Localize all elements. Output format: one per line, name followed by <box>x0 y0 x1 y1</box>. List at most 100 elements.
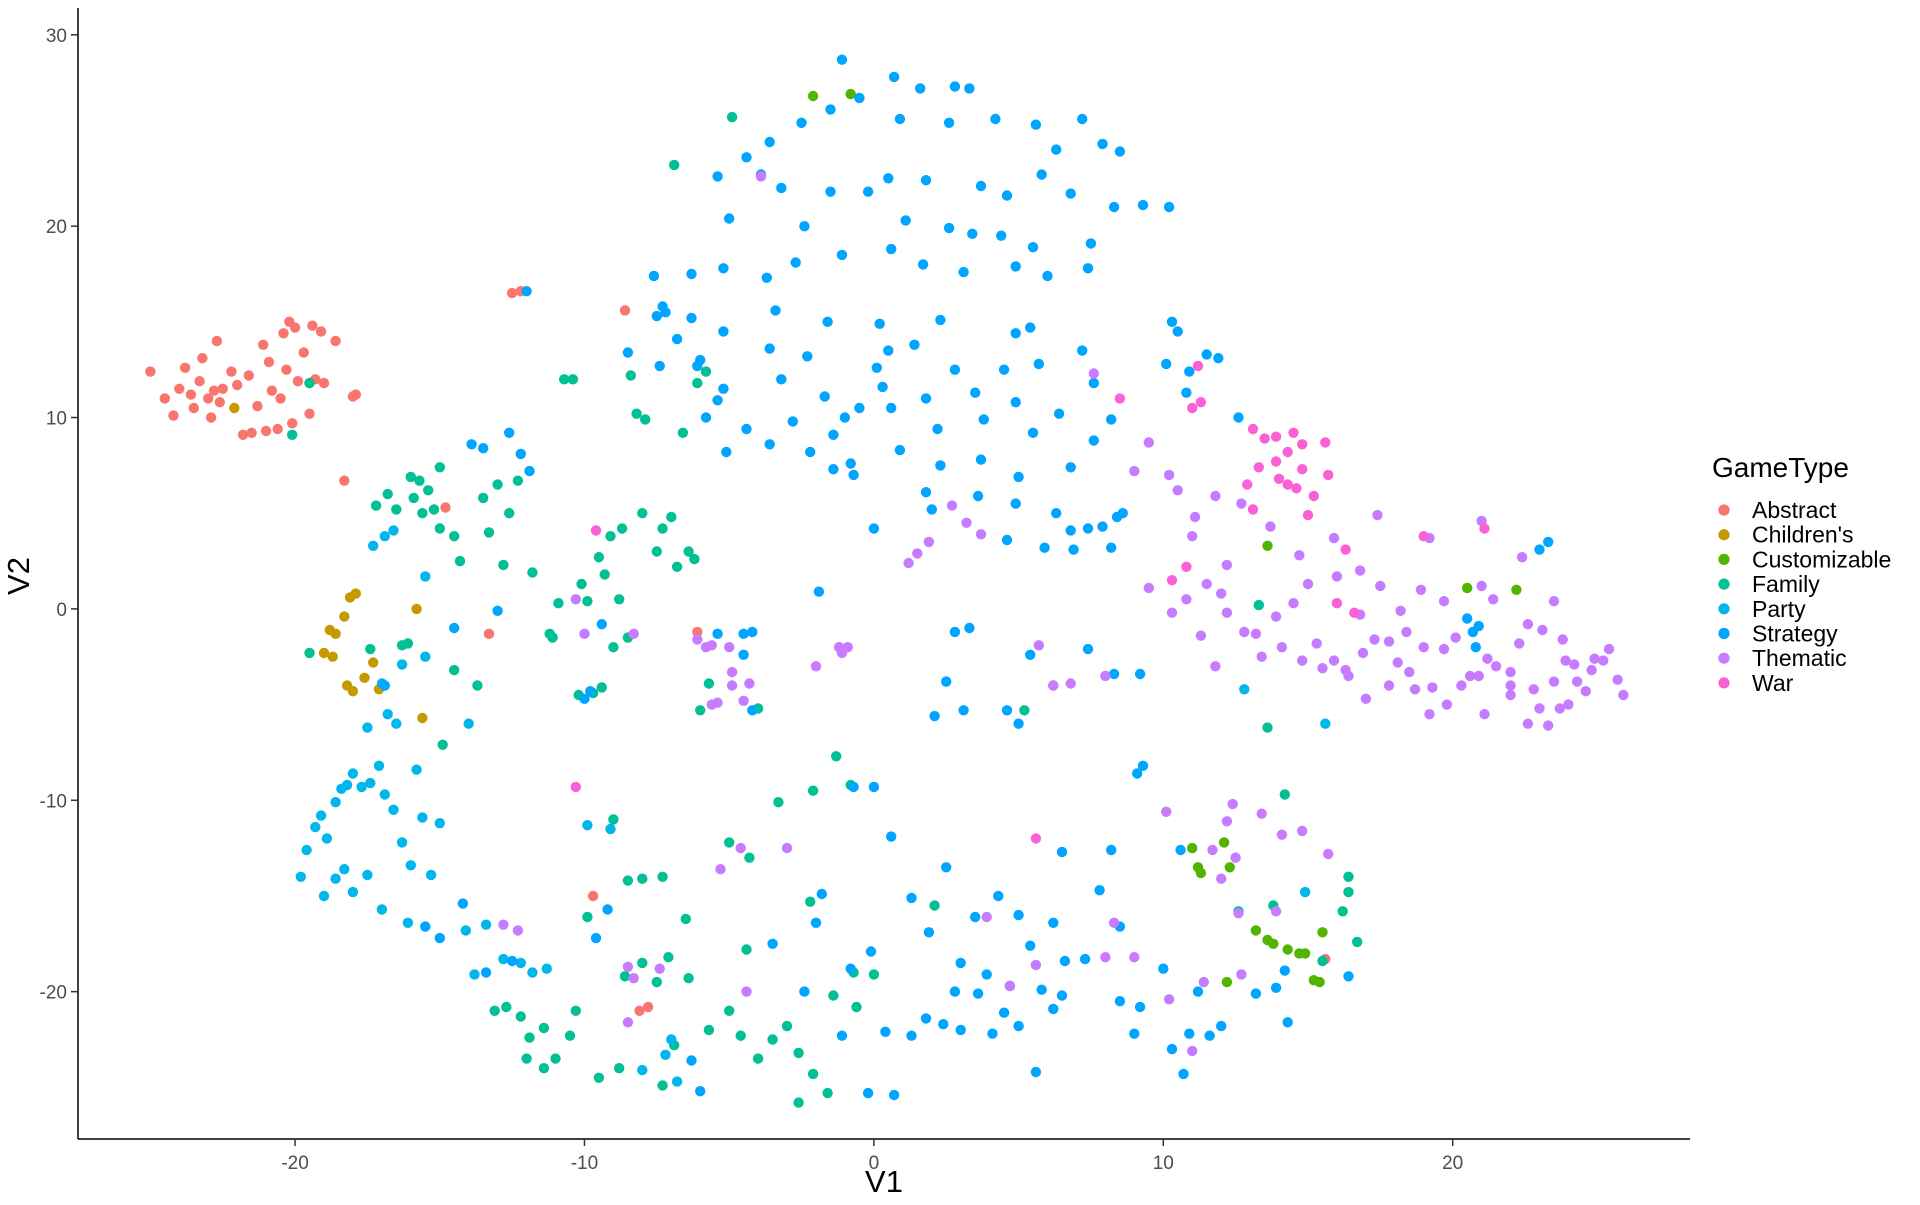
data-point <box>339 611 350 622</box>
data-point <box>599 569 610 580</box>
data-point <box>1560 655 1571 666</box>
data-point <box>1279 965 1291 976</box>
data-point <box>1505 689 1516 701</box>
legend-label: Strategy <box>1752 621 1838 647</box>
data-point <box>1320 437 1331 448</box>
data-point <box>287 418 298 429</box>
data-point <box>1282 479 1293 490</box>
data-point <box>738 695 749 706</box>
data-point <box>359 672 370 683</box>
data-point <box>622 875 634 886</box>
data-point <box>1612 674 1623 685</box>
data-point <box>616 523 628 534</box>
x-tick-label: 20 <box>1442 1153 1463 1174</box>
data-point <box>1129 952 1140 963</box>
data-point <box>211 335 223 347</box>
data-point <box>622 961 634 972</box>
data-point <box>726 111 738 123</box>
data-point <box>1172 326 1183 337</box>
data-point <box>1343 670 1354 682</box>
data-point <box>631 408 642 419</box>
data-point <box>321 833 333 844</box>
data-point <box>868 969 880 980</box>
data-point <box>194 376 205 387</box>
data-point <box>330 797 341 808</box>
data-point <box>943 222 955 234</box>
series-group <box>145 286 1331 1016</box>
data-point <box>1331 598 1343 609</box>
data-point <box>263 356 275 368</box>
data-point <box>700 366 712 377</box>
data-point <box>787 416 798 427</box>
data-point <box>1259 433 1270 444</box>
data-point <box>1375 580 1386 592</box>
data-point <box>686 312 697 324</box>
data-point <box>642 1001 654 1013</box>
data-point <box>420 921 431 932</box>
data-point <box>1505 666 1516 678</box>
data-point <box>706 640 717 651</box>
data-point <box>761 272 772 283</box>
data-point <box>538 1063 550 1074</box>
data-point <box>1265 521 1276 532</box>
data-point <box>920 175 932 186</box>
data-point <box>1482 653 1493 664</box>
data-point <box>920 393 932 404</box>
data-point <box>1349 607 1360 618</box>
data-point <box>619 971 631 982</box>
data-point <box>993 890 1004 902</box>
data-point <box>781 842 793 854</box>
data-point <box>886 402 897 414</box>
data-point <box>272 423 283 435</box>
data-point <box>382 709 393 720</box>
data-point <box>579 693 590 704</box>
data-point <box>975 529 987 540</box>
data-point <box>1270 431 1282 442</box>
data-point <box>822 316 833 327</box>
data-point <box>825 186 836 197</box>
data-point <box>304 408 315 419</box>
data-point <box>564 1030 576 1041</box>
data-point <box>703 678 715 689</box>
data-point <box>550 1053 561 1064</box>
legend-item: Strategy <box>1718 621 1838 647</box>
data-point <box>590 525 602 536</box>
data-point <box>327 651 338 662</box>
data-point <box>888 71 900 83</box>
data-point <box>1108 201 1120 213</box>
data-point <box>1294 550 1305 561</box>
data-point <box>747 705 758 716</box>
data-point <box>671 1076 683 1087</box>
data-point <box>917 259 929 270</box>
data-point <box>1210 490 1221 502</box>
data-point <box>341 779 353 791</box>
data-point <box>686 1055 697 1066</box>
data-point <box>1311 638 1322 649</box>
data-point <box>1476 580 1487 592</box>
data-point <box>637 1064 648 1076</box>
data-point <box>593 552 605 563</box>
data-point <box>515 448 526 460</box>
data-point <box>880 1026 891 1038</box>
data-point <box>828 990 839 1001</box>
data-point <box>854 402 865 414</box>
data-point <box>365 777 376 789</box>
data-point <box>1534 703 1545 714</box>
data-point <box>1250 628 1262 639</box>
data-point <box>1221 607 1233 618</box>
data-point <box>1163 994 1175 1005</box>
data-point <box>356 781 367 793</box>
data-point <box>972 988 984 999</box>
data-point <box>1256 651 1267 662</box>
legend-label: Customizable <box>1752 546 1891 572</box>
data-point <box>619 305 631 316</box>
data-point <box>776 182 787 194</box>
data-point <box>590 932 602 944</box>
data-point <box>964 83 975 94</box>
data-point <box>862 1087 874 1099</box>
data-point <box>996 230 1007 241</box>
data-point <box>1065 462 1076 473</box>
data-point <box>724 642 735 653</box>
data-point <box>258 339 269 350</box>
data-point <box>414 475 425 486</box>
